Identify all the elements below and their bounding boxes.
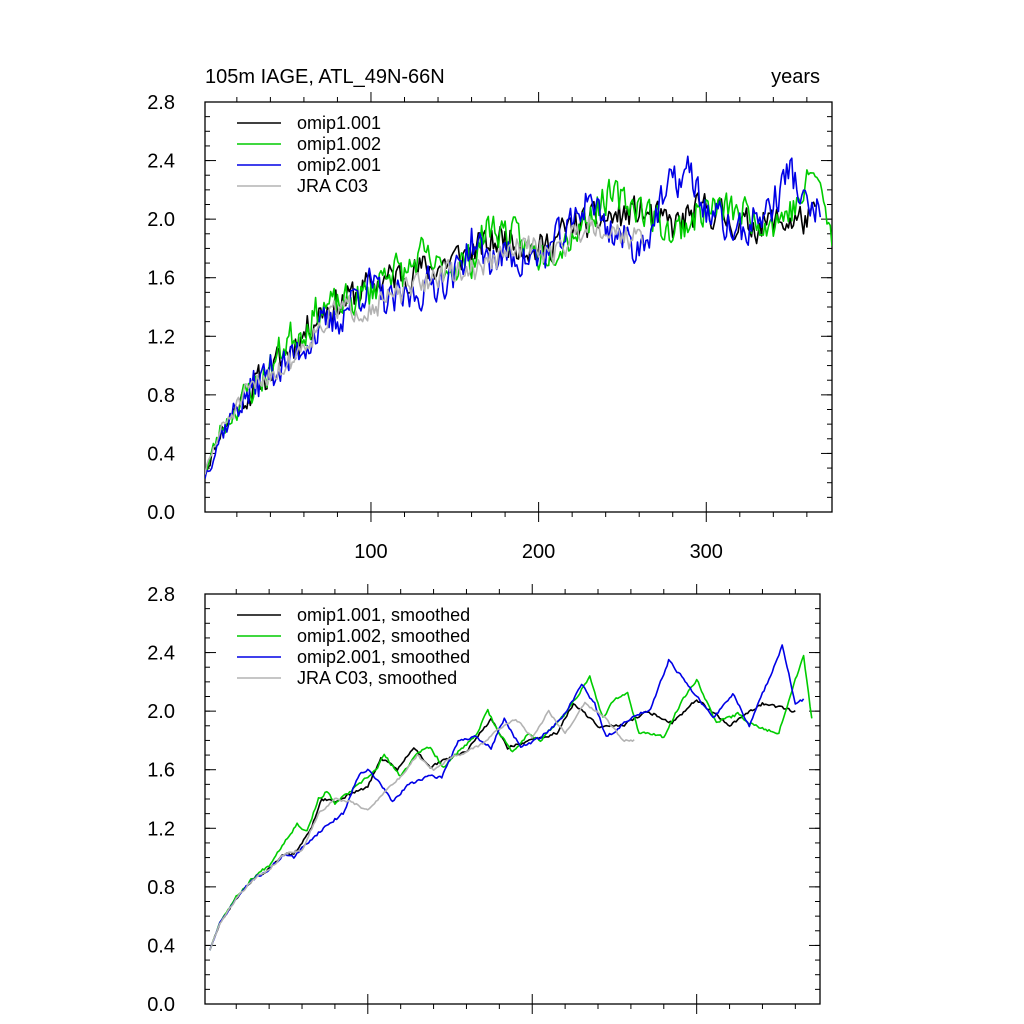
- top-ytick-label: 1.2: [147, 326, 175, 348]
- top-ytick-label: 1.6: [147, 268, 175, 290]
- bottom-legend-label-3: JRA C03, smoothed: [297, 668, 457, 688]
- top-panel-title: 105m IAGE, ATL_49N-66N: [205, 66, 445, 88]
- top-ytick-label: 0.0: [147, 502, 175, 524]
- top-panel-units: years: [771, 66, 820, 88]
- top-ytick-label: 2.4: [147, 151, 175, 173]
- top-ytick-label: 0.8: [147, 385, 175, 407]
- bottom-legend-label-2: omip2.001, smoothed: [297, 647, 470, 667]
- bottom-ytick-label: 0.0: [147, 994, 175, 1016]
- bottom-ytick-label: 0.8: [147, 877, 175, 899]
- bottom-panel: 0.0 0.4 0.8 1.2 1.6 2.0 2.4 2.8 omip1.001, smoot…: [147, 584, 821, 1016]
- top-panel: 105m IAGE, ATL_49N-66N years 0.0 0.4 0.8 1.…: [147, 66, 833, 563]
- bottom-series-line-3: [209, 701, 635, 951]
- top-series-line-1: [205, 169, 832, 476]
- bottom-legend-label-0: omip1.001, smoothed: [297, 605, 470, 625]
- bottom-ytick-label: 1.2: [147, 818, 175, 840]
- top-ytick-label: 2.0: [147, 209, 175, 231]
- bottom-series-line-2: [209, 644, 805, 951]
- top-series-line-3: [205, 215, 644, 475]
- top-legend-label-3: JRA C03: [297, 176, 368, 196]
- top-legend-label-2: omip2.001: [297, 155, 381, 175]
- top-legend-label-0: omip1.001: [297, 113, 381, 133]
- bottom-legend-label-1: omip1.002, smoothed: [297, 626, 470, 646]
- top-legend-label-1: omip1.002: [297, 134, 381, 154]
- top-series-line-0: [205, 192, 816, 476]
- bottom-series-line-1: [209, 654, 813, 951]
- bottom-ytick-label: 2.0: [147, 701, 175, 723]
- bottom-ytick-label: 0.4: [147, 935, 175, 957]
- top-xtick-label: 200: [522, 541, 555, 563]
- top-ytick-label: 0.4: [147, 443, 175, 465]
- bottom-ytick-label: 2.8: [147, 584, 175, 606]
- bottom-ytick-label: 2.4: [147, 643, 175, 665]
- top-xtick-label: 100: [354, 541, 387, 563]
- top-xtick-label: 300: [690, 541, 723, 563]
- bottom-ytick-label: 1.6: [147, 760, 175, 782]
- top-ytick-label: 2.8: [147, 92, 175, 114]
